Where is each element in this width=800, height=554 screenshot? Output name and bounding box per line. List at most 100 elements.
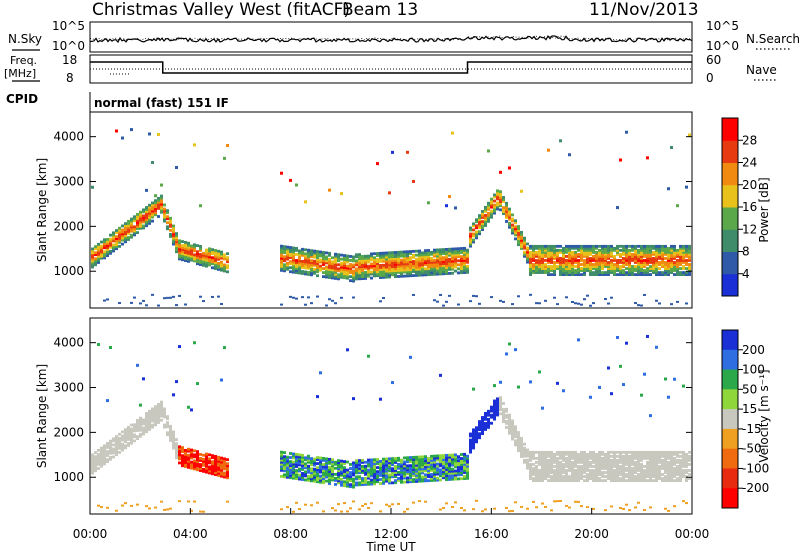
heatmap-cell <box>412 274 415 277</box>
heatmap-cell <box>412 464 415 467</box>
heatmap-cell <box>361 255 364 258</box>
heatmap-cell <box>382 273 385 277</box>
heatmap-cell <box>646 450 649 454</box>
heatmap-cell <box>169 224 172 228</box>
heatmap-cell <box>625 244 628 248</box>
heatmap-cell <box>115 235 118 238</box>
heatmap-cell <box>562 257 565 260</box>
heatmap-cell <box>424 479 427 483</box>
heatmap-cell <box>376 474 379 478</box>
heatmap-cell <box>625 454 628 458</box>
heatmap-cell <box>493 413 496 417</box>
heatmap-cell <box>568 244 571 248</box>
heatmap-cell <box>664 269 667 272</box>
heatmap-cell <box>325 463 328 467</box>
heatmap-cell <box>577 456 580 460</box>
heatmap-cell <box>442 256 445 260</box>
heatmap-cell <box>628 477 631 480</box>
heatmap-cell <box>367 472 370 476</box>
heatmap-cell <box>361 263 364 266</box>
heatmap-cell <box>121 136 124 140</box>
heatmap-cell <box>454 501 457 504</box>
heatmap-cell <box>523 240 526 244</box>
heatmap-cell <box>499 400 502 404</box>
heatmap-cell <box>106 242 109 245</box>
heatmap-cell <box>430 466 433 470</box>
heatmap-cell <box>427 267 430 271</box>
heatmap-cell <box>448 453 451 457</box>
heatmap-cell <box>145 224 148 228</box>
heatmap-cell <box>340 473 343 477</box>
heatmap-cell <box>607 244 610 248</box>
heatmap-cell <box>148 203 151 207</box>
colorbar-swatch <box>722 389 738 410</box>
heatmap-cell <box>643 273 646 276</box>
heatmap-cell <box>649 456 652 460</box>
heatmap-cell <box>436 300 439 303</box>
heatmap-cell <box>616 463 619 466</box>
heatmap-cell <box>223 465 226 469</box>
heatmap-cell <box>307 474 310 478</box>
heatmap-cell <box>577 302 580 305</box>
heatmap-cell <box>169 428 172 432</box>
heatmap-cell <box>478 434 481 438</box>
heatmap-cell <box>331 268 334 272</box>
heatmap-cell <box>400 480 403 484</box>
heatmap-cell <box>526 256 529 260</box>
heatmap-cell <box>388 479 391 483</box>
heatmap-cell <box>184 465 187 468</box>
heatmap-cell <box>649 253 652 256</box>
heatmap-cell <box>469 236 472 240</box>
heatmap-cell <box>460 461 463 464</box>
heatmap-cell <box>124 436 127 440</box>
heatmap-cell <box>661 459 664 462</box>
heatmap-cell <box>295 469 298 472</box>
heatmap-cell <box>328 268 331 271</box>
heatmap-cell <box>406 470 409 474</box>
heatmap-cell <box>538 450 541 454</box>
heatmap-cell <box>556 255 559 258</box>
heatmap-cell <box>334 258 337 262</box>
heatmap-cell <box>568 450 571 454</box>
heatmap-cell <box>655 345 658 349</box>
colorbar-tick-label: -50 <box>742 442 762 456</box>
heatmap-cell <box>94 245 97 249</box>
heatmap-cell <box>190 250 193 254</box>
heatmap-cell <box>334 252 337 256</box>
heatmap-cell <box>469 238 472 242</box>
heatmap-cell <box>220 470 223 474</box>
heatmap-cell <box>385 459 388 463</box>
heatmap-cell <box>490 415 493 419</box>
heatmap-cell <box>340 481 343 485</box>
heatmap-cell <box>148 423 151 427</box>
heatmap-cell <box>457 465 460 469</box>
heatmap-cell <box>418 249 421 253</box>
heatmap-cell <box>361 471 364 474</box>
heatmap-cell <box>289 472 292 476</box>
heatmap-cell <box>541 467 544 470</box>
heatmap-cell <box>205 464 208 468</box>
colorbar-swatch <box>722 184 738 208</box>
heatmap-cell <box>217 255 220 259</box>
heatmap-cell <box>310 269 313 273</box>
heatmap-cell <box>370 254 373 258</box>
heatmap-cell <box>445 458 448 461</box>
heatmap-cell <box>316 456 319 459</box>
heatmap-cell <box>304 266 307 270</box>
heatmap-cell <box>415 249 418 253</box>
heatmap-cell <box>325 459 328 463</box>
heatmap-cell <box>409 260 412 264</box>
heatmap-cell <box>370 264 373 268</box>
heatmap-cell <box>316 472 319 476</box>
heatmap-cell <box>574 255 577 258</box>
heatmap-cell <box>217 455 220 459</box>
heatmap-cell <box>373 272 376 276</box>
heatmap-cell <box>592 461 595 464</box>
heatmap-cell <box>400 272 403 276</box>
heatmap-cell <box>553 257 556 260</box>
heatmap-cell <box>439 470 442 474</box>
heatmap-cell <box>334 254 337 258</box>
heatmap-cell <box>211 466 214 470</box>
heatmap-cell <box>292 258 295 262</box>
heatmap-cell <box>418 257 421 261</box>
